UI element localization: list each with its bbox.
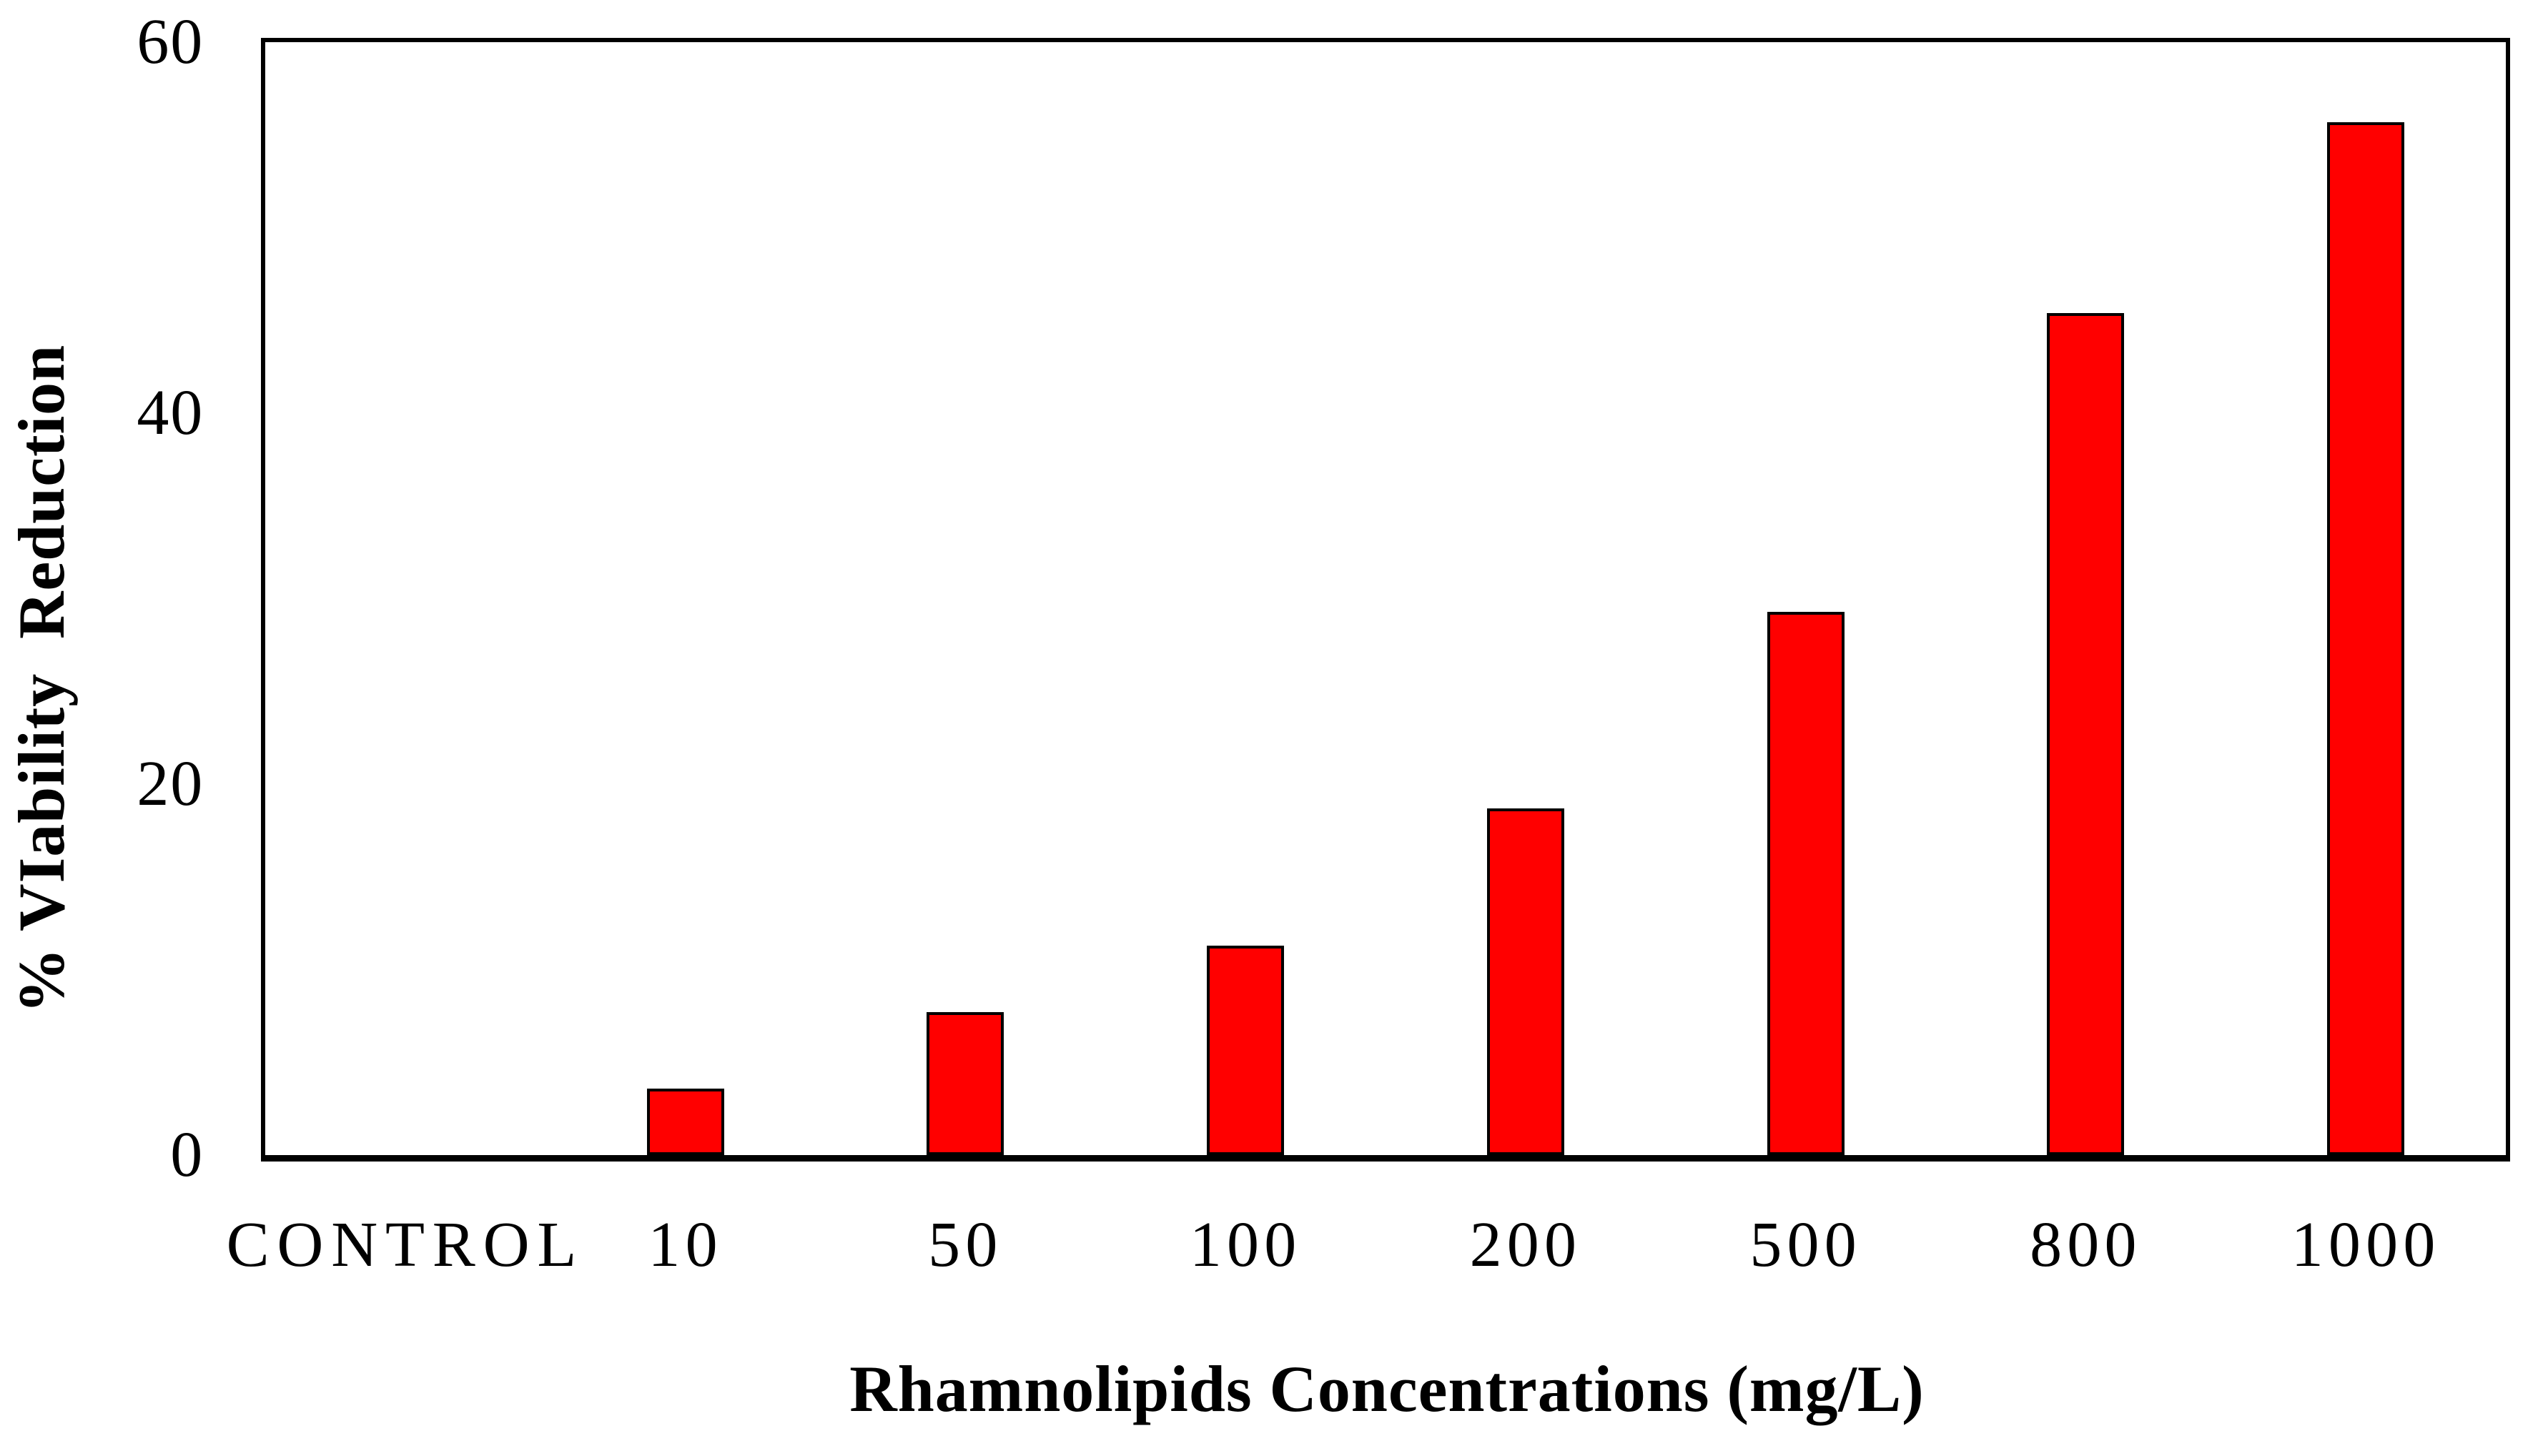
y-tick-label-0: 0 bbox=[170, 1119, 204, 1190]
y-tick-label-60: 60 bbox=[137, 6, 204, 77]
x-tick-label-200: 200 bbox=[1469, 1209, 1582, 1280]
bar-10 bbox=[646, 1089, 724, 1155]
bar-800 bbox=[2047, 313, 2125, 1155]
x-tick-label-control: CONTROL bbox=[226, 1209, 585, 1280]
y-tick-label-20: 20 bbox=[137, 748, 204, 819]
x-axis-title: Rhamnolipids Concentrations (mg/L) bbox=[849, 1352, 1925, 1425]
x-tick-label-50: 50 bbox=[928, 1209, 1003, 1280]
x-tick-label-800: 800 bbox=[2030, 1209, 2142, 1280]
bar-50 bbox=[927, 1012, 1004, 1155]
y-tick-label-40: 40 bbox=[137, 377, 204, 448]
x-tick-label-500: 500 bbox=[1749, 1209, 1862, 1280]
x-tick-label-100: 100 bbox=[1189, 1209, 1302, 1280]
bar-500 bbox=[1767, 612, 1845, 1155]
bar-200 bbox=[1486, 808, 1564, 1155]
plot-area bbox=[261, 38, 2510, 1162]
x-tick-label-10: 10 bbox=[648, 1209, 723, 1280]
bar-1000 bbox=[2327, 122, 2405, 1155]
x-tick-label-1000: 1000 bbox=[2291, 1209, 2441, 1280]
bar-100 bbox=[1207, 946, 1285, 1155]
